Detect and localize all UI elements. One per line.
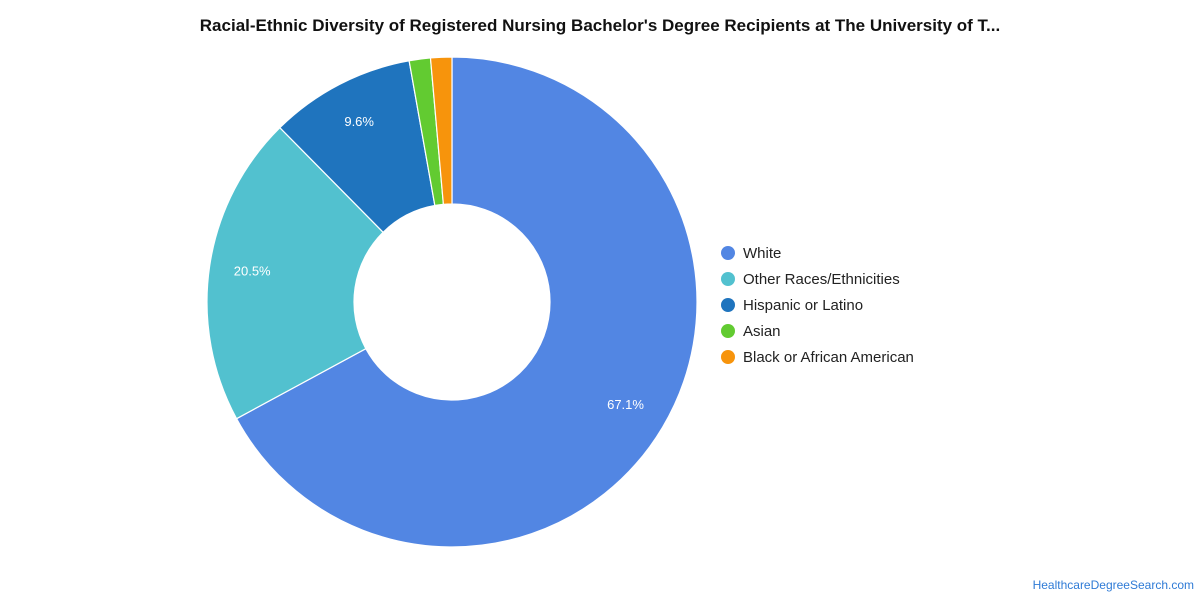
source-credit[interactable]: HealthcareDegreeSearch.com — [1032, 578, 1194, 592]
slice-white[interactable] — [235, 56, 698, 548]
legend-item[interactable]: Other Races/Ethnicities — [721, 266, 914, 292]
legend-item[interactable]: White — [721, 240, 914, 266]
slice-black-or-african-american[interactable] — [429, 56, 453, 206]
legend-label: White — [743, 244, 782, 262]
legend-label: Hispanic or Latino — [743, 296, 864, 314]
chart-title: Racial-Ethnic Diversity of Registered Nu… — [199, 16, 1001, 35]
legend-swatch — [721, 298, 735, 312]
legend-swatch — [721, 324, 735, 338]
legend-swatch — [721, 246, 735, 260]
legend-label: Asian — [743, 322, 781, 340]
chart-legend: White Other Races/Ethnicities Hispanic or … — [721, 240, 914, 370]
slice-labels: 67.1% 20.5% 9.6% — [234, 114, 645, 412]
legend-swatch — [721, 272, 735, 286]
legend-swatch — [721, 350, 735, 364]
slice-value-label: 9.6% — [344, 114, 374, 129]
legend-label: Other Races/Ethnicities — [743, 270, 900, 288]
slice-value-label: 20.5% — [234, 264, 271, 279]
donut-slices — [206, 56, 698, 548]
slice-other-races-ethnicities[interactable] — [206, 126, 384, 420]
legend-label: Black or African American — [743, 348, 914, 366]
legend-item[interactable]: Asian — [721, 318, 914, 344]
slice-value-label: 67.1% — [607, 397, 644, 412]
legend-item[interactable]: Hispanic or Latino — [721, 292, 914, 318]
legend-item[interactable]: Black or African American — [721, 344, 914, 370]
